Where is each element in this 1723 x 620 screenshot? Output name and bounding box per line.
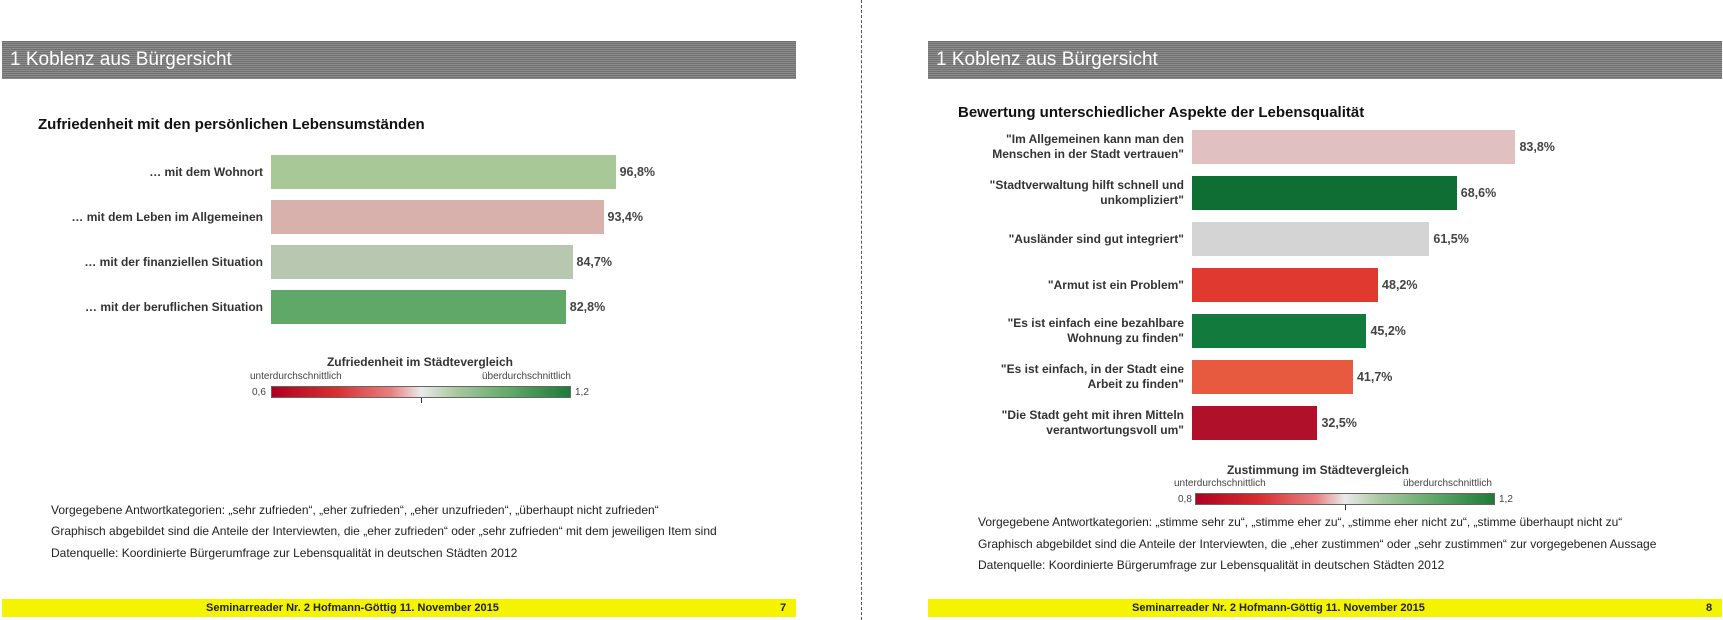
category-label-line: "Die Stadt geht mit ihren Mitteln: [1001, 408, 1184, 422]
page-divider: [861, 0, 862, 620]
legend-midpoint-tick: [1345, 505, 1346, 510]
footer-bar: Seminarreader Nr. 2 Hofmann-Göttig 11. N…: [2, 599, 796, 617]
bar-value-label-3: 84,7%: [576, 255, 612, 269]
note-answer-categories: Vorgegebene Antwortkategorien: „stimme s…: [978, 515, 1623, 529]
category-label-2: … mit dem Leben im Allgemeinen: [3, 210, 263, 225]
footer-text: Seminarreader Nr. 2 Hofmann-Göttig 11. N…: [206, 602, 499, 614]
bar-6: [1192, 360, 1353, 394]
category-label-3: "Ausländer sind gut integriert": [964, 232, 1184, 247]
note-answer-categories: Vorgegebene Antwortkategorien: „sehr zuf…: [51, 503, 659, 517]
bar-value-label-3: 61,5%: [1433, 232, 1469, 246]
category-label-line: Menschen in der Stadt vertrauen": [992, 147, 1184, 161]
category-label-7: "Die Stadt geht mit ihren Mitteln verantw…: [964, 408, 1184, 438]
bar-7: [1192, 406, 1318, 440]
bar-3: [1192, 222, 1430, 256]
legend-min: 0,8: [1178, 494, 1192, 505]
category-label-1: "Im Allgemeinen kann man den Menschen in …: [964, 132, 1184, 162]
category-label-line: "Im Allgemeinen kann man den: [1006, 132, 1184, 146]
category-label-line: … mit der beruflichen Situation: [84, 299, 263, 314]
category-label-6: "Es ist einfach, in der Stadt eine Arbeit…: [964, 362, 1184, 392]
legend-high-label: überdurchschnittlich: [482, 371, 571, 382]
bar-value-label-7: 32,5%: [1321, 416, 1357, 430]
chart-title: Zufriedenheit mit den persönlichen Leben…: [38, 116, 425, 133]
legend-low-label: unterdurchschnittlich: [250, 371, 342, 382]
category-label-line: Arbeit zu finden": [1087, 377, 1184, 391]
note-data-source: Datenquelle: Koordinierte Bürgerumfrage …: [978, 558, 1445, 572]
category-label-line: "Stadtverwaltung hilft schnell und: [989, 178, 1184, 192]
legend-color-scale: [1195, 493, 1495, 505]
bar-3: [271, 245, 573, 279]
legend-high-label: überdurchschnittlich: [1403, 478, 1492, 489]
category-label-line: "Armut ist ein Problem": [1047, 277, 1184, 292]
bar-value-label-2: 68,6%: [1460, 186, 1497, 200]
bar-value-label-5: 45,2%: [1370, 324, 1406, 338]
category-label-4: … mit der beruflichen Situation: [3, 300, 263, 315]
note-displayed-shares: Graphisch abgebildet sind die Anteile de…: [51, 524, 717, 538]
bar-value-label-4: 48,2%: [1382, 278, 1418, 292]
note-data-source: Datenquelle: Koordinierte Bürgerumfrage …: [51, 546, 518, 560]
legend-color-scale: [271, 386, 571, 398]
category-label-line: … mit der finanziellen Situation: [84, 254, 263, 269]
bar-1: [271, 155, 616, 189]
bar-4: [271, 290, 566, 324]
category-label-line: "Ausländer sind gut integriert": [1008, 231, 1184, 246]
category-label-3: … mit der finanziellen Situation: [3, 255, 263, 270]
legend-midpoint-tick: [421, 398, 422, 403]
legend-min: 0,6: [252, 387, 266, 398]
bar-2: [271, 200, 604, 234]
bar-value-label-4: 82,8%: [569, 300, 606, 314]
bar-value-label-1: 83,8%: [1519, 140, 1555, 154]
legend-max: 1,2: [575, 387, 589, 398]
slide-page-8: 1 Koblenz aus Bürgersicht Bewertung unte…: [862, 0, 1723, 620]
category-label-line: Wohnung zu finden": [1067, 331, 1184, 345]
bar-5: [1192, 314, 1367, 348]
bar-value-label-1: 96,8%: [619, 165, 656, 179]
slide-header: 1 Koblenz aus Bürgersicht: [928, 41, 1722, 79]
chart-title: Bewertung unterschiedlicher Aspekte der …: [958, 104, 1365, 121]
legend-title: Zustimmung im Städtevergleich: [1226, 463, 1410, 477]
category-label-line: verantwortungsvoll um": [1046, 423, 1184, 437]
page-number: 8: [1706, 602, 1713, 614]
category-label-line: "Es ist einfach eine bezahlbare: [1007, 316, 1184, 330]
legend-title: Zufriedenheit im Städtevergleich: [326, 355, 514, 369]
footer-text: Seminarreader Nr. 2 Hofmann-Göttig 11. N…: [1132, 602, 1425, 614]
slide-header: 1 Koblenz aus Bürgersicht: [2, 41, 796, 79]
note-displayed-shares: Graphisch abgebildet sind die Anteile de…: [978, 537, 1657, 551]
category-label-2: "Stadtverwaltung hilft schnell und unkomp…: [964, 178, 1184, 208]
legend-low-label: unterdurchschnittlich: [1174, 478, 1266, 489]
category-label-line: "Es ist einfach, in der Stadt eine: [1000, 362, 1184, 376]
category-label-line: … mit dem Wohnort: [149, 164, 263, 179]
legend-max: 1,2: [1499, 494, 1513, 505]
bar-value-label-6: 41,7%: [1356, 370, 1393, 384]
category-label-1: … mit dem Wohnort: [3, 165, 263, 180]
slide-page-7: 1 Koblenz aus Bürgersicht Zufriedenheit …: [0, 0, 861, 620]
category-label-5: "Es ist einfach eine bezahlbare Wohnung z…: [964, 316, 1184, 346]
category-label-line: … mit dem Leben im Allgemeinen: [71, 209, 263, 224]
category-label-line: unkompliziert": [1100, 193, 1184, 207]
bar-2: [1192, 176, 1457, 210]
bar-1: [1192, 130, 1516, 164]
bar-value-label-2: 93,4%: [607, 210, 643, 224]
category-label-4: "Armut ist ein Problem": [964, 278, 1184, 293]
footer-bar: Seminarreader Nr. 2 Hofmann-Göttig 11. N…: [928, 599, 1722, 617]
bar-4: [1192, 268, 1379, 302]
page-number: 7: [780, 602, 787, 614]
